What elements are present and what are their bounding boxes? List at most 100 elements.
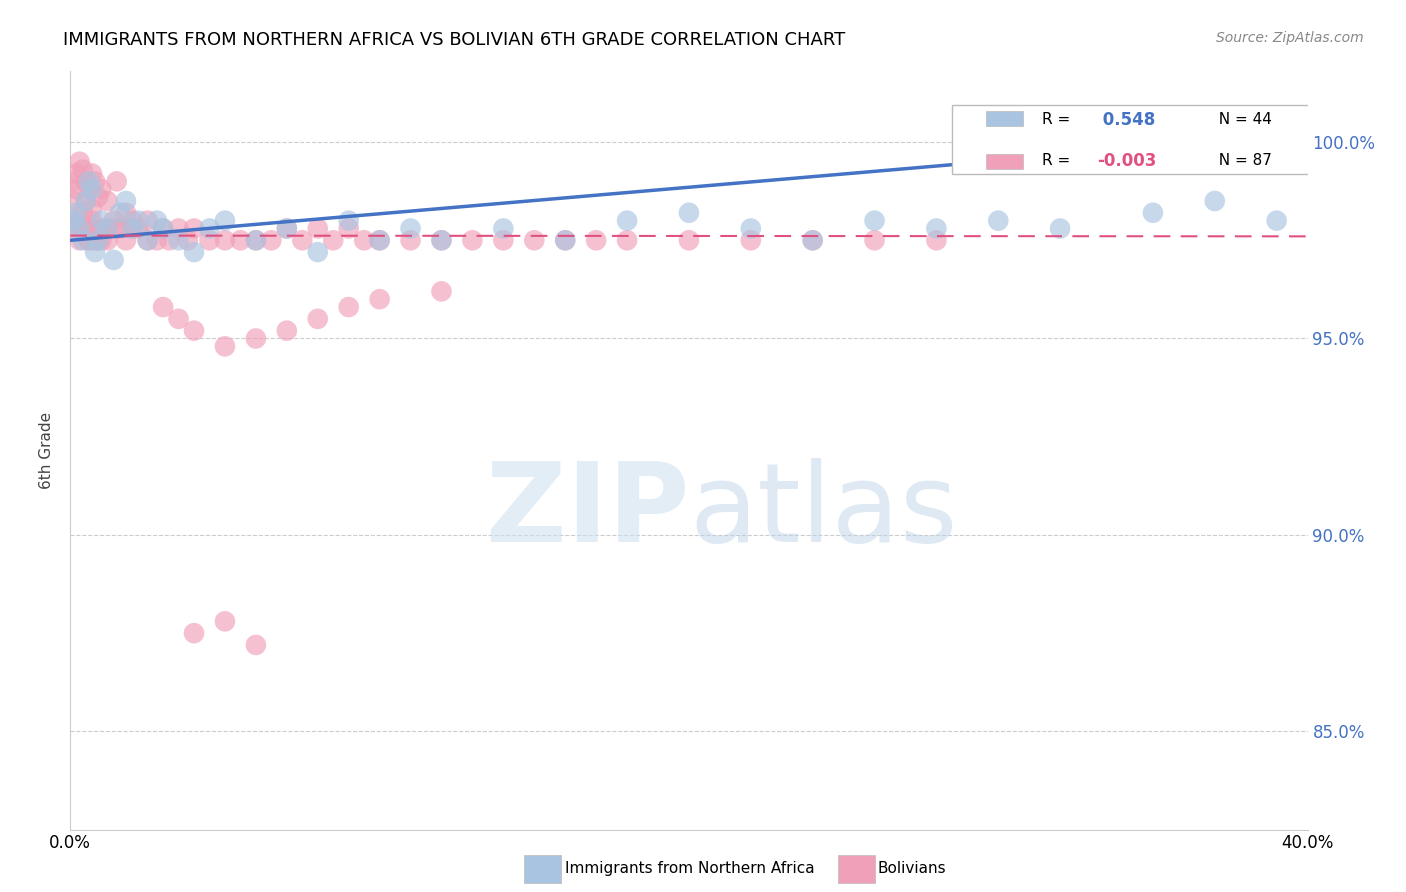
Point xyxy=(121,221,143,235)
Point xyxy=(136,233,159,247)
Point xyxy=(87,190,110,204)
Point xyxy=(229,233,252,247)
Point xyxy=(1291,115,1313,129)
Point xyxy=(152,300,174,314)
Point xyxy=(863,213,886,227)
Point xyxy=(90,182,112,196)
Point xyxy=(678,233,700,247)
Point xyxy=(616,233,638,247)
Point xyxy=(740,233,762,247)
Point xyxy=(245,638,267,652)
Point xyxy=(585,233,607,247)
Point xyxy=(62,213,84,227)
Point xyxy=(84,245,107,260)
Point xyxy=(77,233,100,247)
Point xyxy=(214,213,236,227)
Point xyxy=(554,233,576,247)
Point xyxy=(127,213,149,227)
Point xyxy=(801,233,824,247)
Point xyxy=(307,245,329,260)
Bar xyxy=(986,112,1024,127)
Point xyxy=(80,167,103,181)
Point xyxy=(399,233,422,247)
Point xyxy=(62,194,84,208)
FancyBboxPatch shape xyxy=(952,104,1406,174)
Point xyxy=(87,233,110,247)
Point xyxy=(337,213,360,227)
Point xyxy=(430,233,453,247)
Text: Source: ZipAtlas.com: Source: ZipAtlas.com xyxy=(1216,31,1364,45)
Point xyxy=(198,233,221,247)
Point xyxy=(368,233,391,247)
Text: Bolivians: Bolivians xyxy=(877,862,946,876)
Point xyxy=(72,162,94,177)
Text: 0.548: 0.548 xyxy=(1097,111,1156,128)
Point xyxy=(62,174,84,188)
Point xyxy=(77,174,100,188)
Point xyxy=(740,221,762,235)
Point xyxy=(461,233,484,247)
Point xyxy=(105,174,128,188)
Text: -0.003: -0.003 xyxy=(1097,152,1157,170)
Point xyxy=(801,233,824,247)
Point xyxy=(105,221,128,235)
Point xyxy=(214,615,236,629)
Text: N = 87: N = 87 xyxy=(1209,153,1271,169)
Point xyxy=(337,300,360,314)
Point xyxy=(1049,221,1071,235)
Point xyxy=(183,626,205,640)
Text: atlas: atlas xyxy=(689,458,957,565)
Point xyxy=(214,233,236,247)
Point xyxy=(368,233,391,247)
Point xyxy=(925,221,948,235)
Point xyxy=(322,233,344,247)
Point xyxy=(152,221,174,235)
Point xyxy=(430,285,453,299)
Point xyxy=(987,213,1010,227)
Point xyxy=(136,213,159,227)
Point xyxy=(1142,206,1164,220)
Point xyxy=(62,213,84,227)
Point xyxy=(146,213,169,227)
Point xyxy=(77,233,100,247)
Point xyxy=(65,221,87,235)
Point xyxy=(276,221,298,235)
Point xyxy=(69,221,91,235)
Point xyxy=(157,233,180,247)
Text: Immigrants from Northern Africa: Immigrants from Northern Africa xyxy=(565,862,815,876)
Point xyxy=(121,221,143,235)
Point xyxy=(90,233,112,247)
Point xyxy=(368,292,391,306)
Point xyxy=(75,174,97,188)
Point xyxy=(77,182,100,196)
Bar xyxy=(986,153,1024,169)
Point xyxy=(72,221,94,235)
Point xyxy=(80,213,103,227)
Point xyxy=(1265,213,1288,227)
Point xyxy=(430,233,453,247)
Point xyxy=(492,221,515,235)
Point xyxy=(96,233,118,247)
Point xyxy=(863,233,886,247)
Point xyxy=(80,182,103,196)
Point xyxy=(925,233,948,247)
Point xyxy=(183,245,205,260)
Point xyxy=(167,311,190,326)
Point xyxy=(167,233,190,247)
Point xyxy=(177,233,200,247)
Point xyxy=(523,233,546,247)
Point xyxy=(80,202,103,216)
Point xyxy=(115,233,138,247)
Point xyxy=(353,233,375,247)
Point xyxy=(87,233,110,247)
Point xyxy=(245,233,267,247)
Point xyxy=(307,221,329,235)
Point xyxy=(337,221,360,235)
Text: R =: R = xyxy=(1042,153,1074,169)
Point xyxy=(69,233,91,247)
Point xyxy=(245,233,267,247)
Text: IMMIGRANTS FROM NORTHERN AFRICA VS BOLIVIAN 6TH GRADE CORRELATION CHART: IMMIGRANTS FROM NORTHERN AFRICA VS BOLIV… xyxy=(63,31,845,49)
Point xyxy=(115,206,138,220)
Point xyxy=(554,233,576,247)
Point xyxy=(183,324,205,338)
